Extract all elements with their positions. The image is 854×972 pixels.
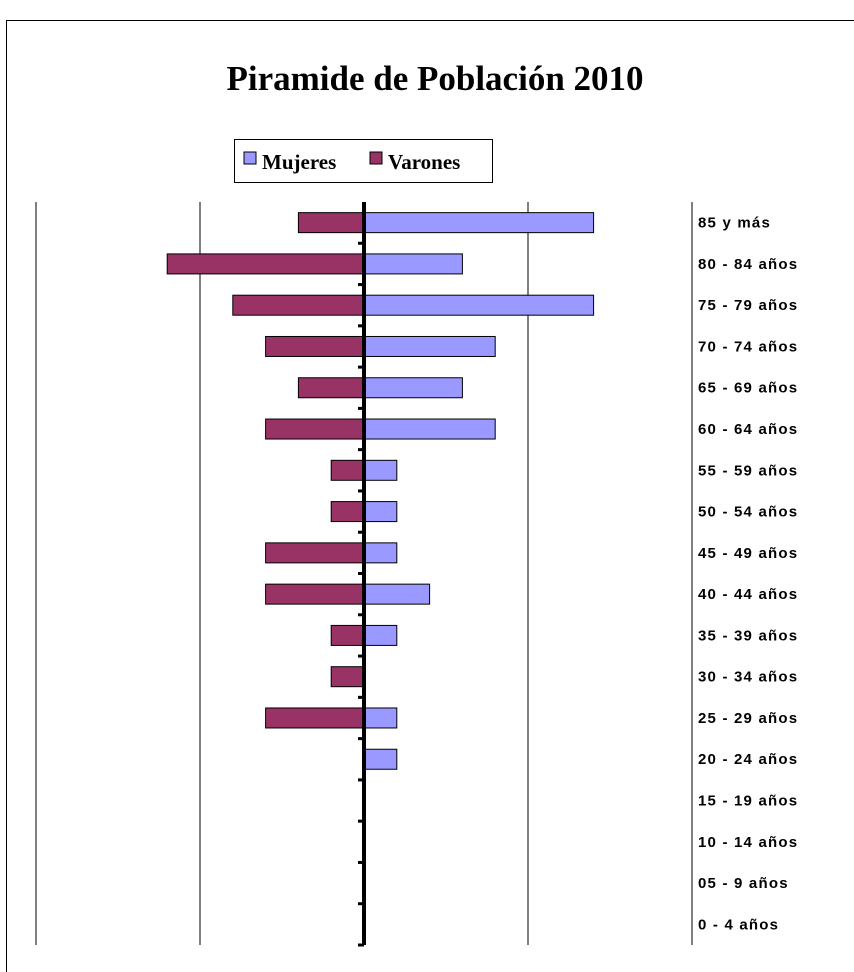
- bar: [363, 212, 595, 234]
- bar: [363, 418, 496, 440]
- category-label: 50 - 54 años: [698, 504, 798, 521]
- bar: [330, 666, 365, 688]
- bar: [363, 459, 398, 481]
- category-label: 65 - 69 años: [698, 380, 798, 397]
- category-label: 35 - 39 años: [698, 627, 798, 644]
- bar: [363, 294, 595, 316]
- category-label: 10 - 14 años: [698, 834, 798, 851]
- bar: [363, 707, 398, 729]
- bar: [265, 418, 365, 440]
- category-label: 40 - 44 años: [698, 586, 798, 603]
- legend-items: Mujeres Varones: [243, 150, 460, 174]
- bar: [363, 748, 398, 770]
- bar: [297, 212, 365, 234]
- category-label: 85 y más: [698, 215, 771, 232]
- bar: [166, 253, 365, 275]
- bar: [265, 542, 365, 564]
- bar: [363, 583, 431, 605]
- bar: [330, 459, 365, 481]
- bar: [330, 624, 365, 646]
- bar: [363, 377, 463, 399]
- bar: [330, 501, 365, 523]
- category-label: 75 - 79 años: [698, 297, 798, 314]
- bar: [232, 294, 365, 316]
- category-label: 55 - 59 años: [698, 462, 798, 479]
- bar: [363, 542, 398, 564]
- category-label: 05 - 9 años: [698, 875, 789, 892]
- bar: [265, 583, 365, 605]
- bar: [363, 501, 398, 523]
- legend-swatch: [243, 151, 257, 165]
- category-label: 25 - 29 años: [698, 710, 798, 727]
- bar: [297, 377, 365, 399]
- plot: 85 y más 80 - 84 años 75 - 79 años 70 - 74 …: [35, 202, 798, 947]
- chart-title: Piramide de Población 2010: [226, 59, 643, 98]
- bar: [363, 335, 496, 357]
- category-label: 80 - 84 años: [698, 256, 798, 273]
- category-label: 60 - 64 años: [698, 421, 798, 438]
- legend: [234, 139, 493, 183]
- category-label: 70 - 74 años: [698, 338, 798, 355]
- category-label: 20 - 24 años: [698, 751, 798, 768]
- bar: [265, 707, 365, 729]
- bar: [363, 624, 398, 646]
- category-label: 30 - 34 años: [698, 669, 798, 686]
- category-label: 45 - 49 años: [698, 545, 798, 562]
- category-label: 15 - 19 años: [698, 792, 798, 809]
- legend-label: Varones: [388, 150, 460, 174]
- legend-label: Mujeres: [262, 150, 336, 174]
- category-label: 0 - 4 años: [698, 916, 779, 933]
- bar: [265, 335, 365, 357]
- legend-swatch: [369, 151, 383, 165]
- bar: [363, 253, 463, 275]
